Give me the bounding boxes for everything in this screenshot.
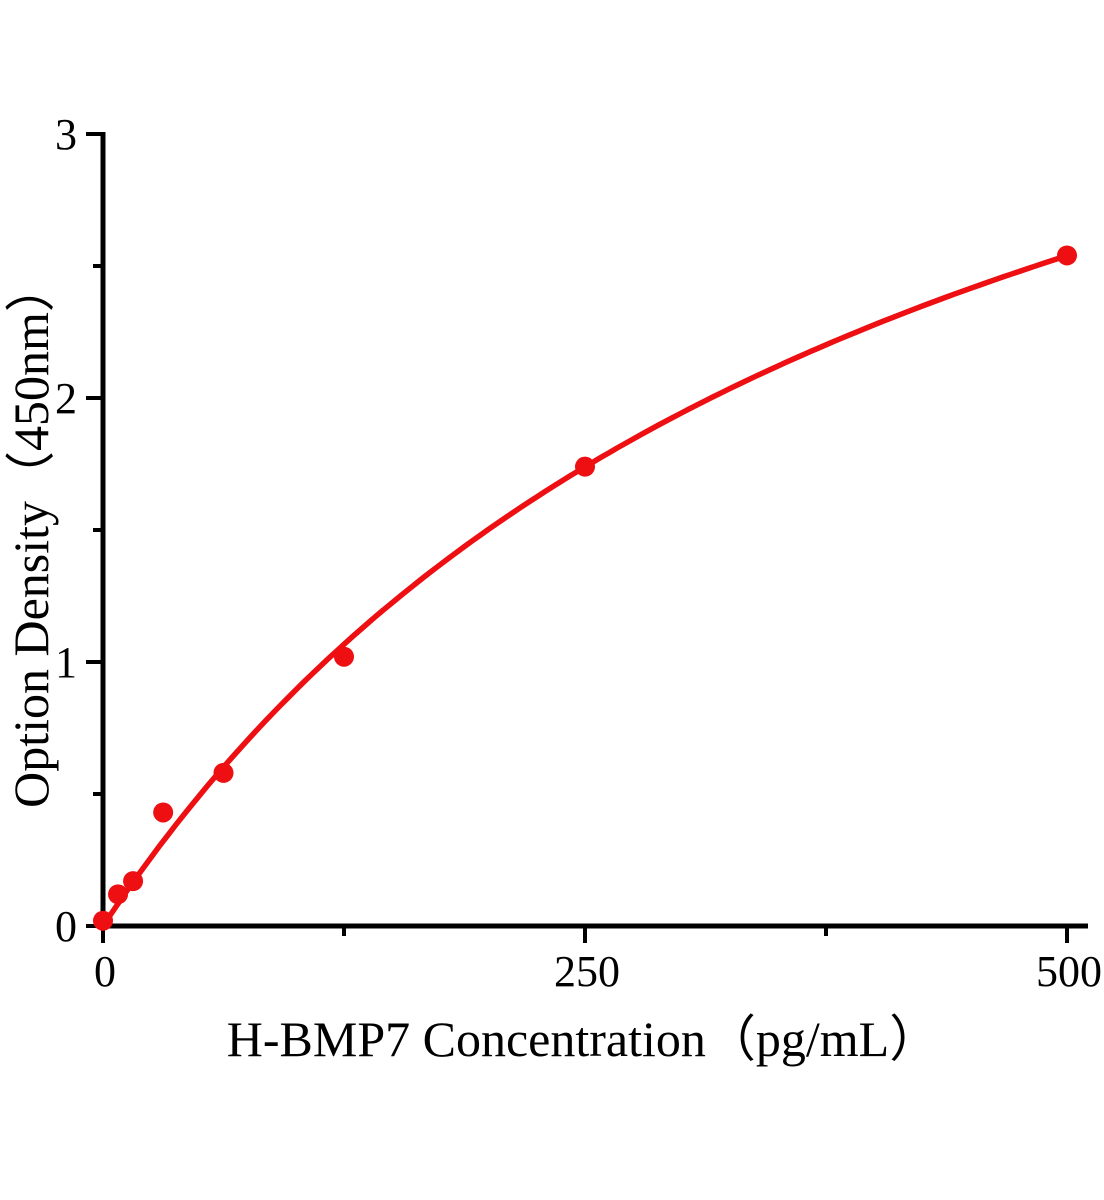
y-axis-title: Option Density（450nm） [3,262,59,808]
axes-layer [86,132,1088,943]
y-tick-label: 0 [55,902,77,951]
y-tick-label: 2 [55,374,77,423]
data-point [108,884,129,905]
y-tick-label: 3 [55,110,77,159]
x-tick-label: 0 [94,947,116,996]
fit-curve-layer [100,252,1070,929]
data-point [1057,245,1077,266]
data-point [153,802,174,823]
data-point [123,871,144,892]
x-tick-label: 500 [1036,947,1102,996]
x-axis-title: H-BMP7 Concentration（pg/mL） [227,1011,939,1067]
data-point [213,762,234,783]
fit-curve [100,252,1070,929]
x-tick-label: 250 [554,947,620,996]
y-tick-label: 1 [55,638,77,687]
data-point [575,456,595,477]
data-points-layer [93,245,1077,931]
data-point [334,646,354,667]
data-point [93,910,113,931]
tick-labels-layer: 0 250 500 0 1 2 3 [55,110,1102,996]
